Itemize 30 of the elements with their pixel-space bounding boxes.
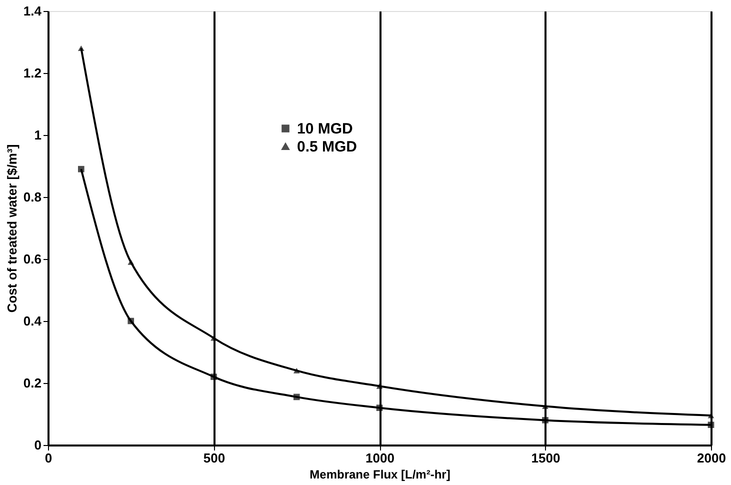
point: [293, 368, 300, 374]
y-tick-label: 0: [34, 438, 42, 452]
legend-label: 10 MGD: [297, 120, 354, 138]
x-tick-label: 1500: [531, 450, 560, 466]
y-tick-label: 1: [34, 128, 42, 142]
x-tick-label: 2000: [697, 450, 726, 466]
y-tick-label: 0.2: [23, 376, 42, 390]
point: [542, 417, 548, 424]
point: [78, 166, 84, 172]
point: [210, 374, 217, 380]
point: [78, 45, 84, 51]
y-tick-label: 0.8: [23, 190, 42, 204]
y-tick-label: 1.2: [23, 66, 42, 80]
point: [128, 259, 134, 265]
point: [210, 335, 217, 341]
point: [376, 383, 383, 389]
y-tick-label: 0.6: [23, 252, 42, 266]
y-tick-label: 1.4: [23, 4, 42, 18]
y-tick-label: 0.4: [23, 314, 42, 328]
point: [128, 318, 134, 324]
point: [376, 404, 383, 411]
point: [293, 394, 300, 400]
x-axis-title: Membrane Flux [L/m²-hr]: [310, 468, 450, 482]
x-tick-label: 0: [44, 450, 52, 466]
x-tick-label: 500: [203, 450, 226, 466]
x-tick-label: 1000: [366, 450, 394, 466]
point: [708, 412, 714, 418]
point: [708, 422, 714, 428]
y-axis-title: Cost of treated water [$/m³]: [4, 144, 20, 313]
legend-label: 0.5 MGD: [297, 138, 358, 156]
